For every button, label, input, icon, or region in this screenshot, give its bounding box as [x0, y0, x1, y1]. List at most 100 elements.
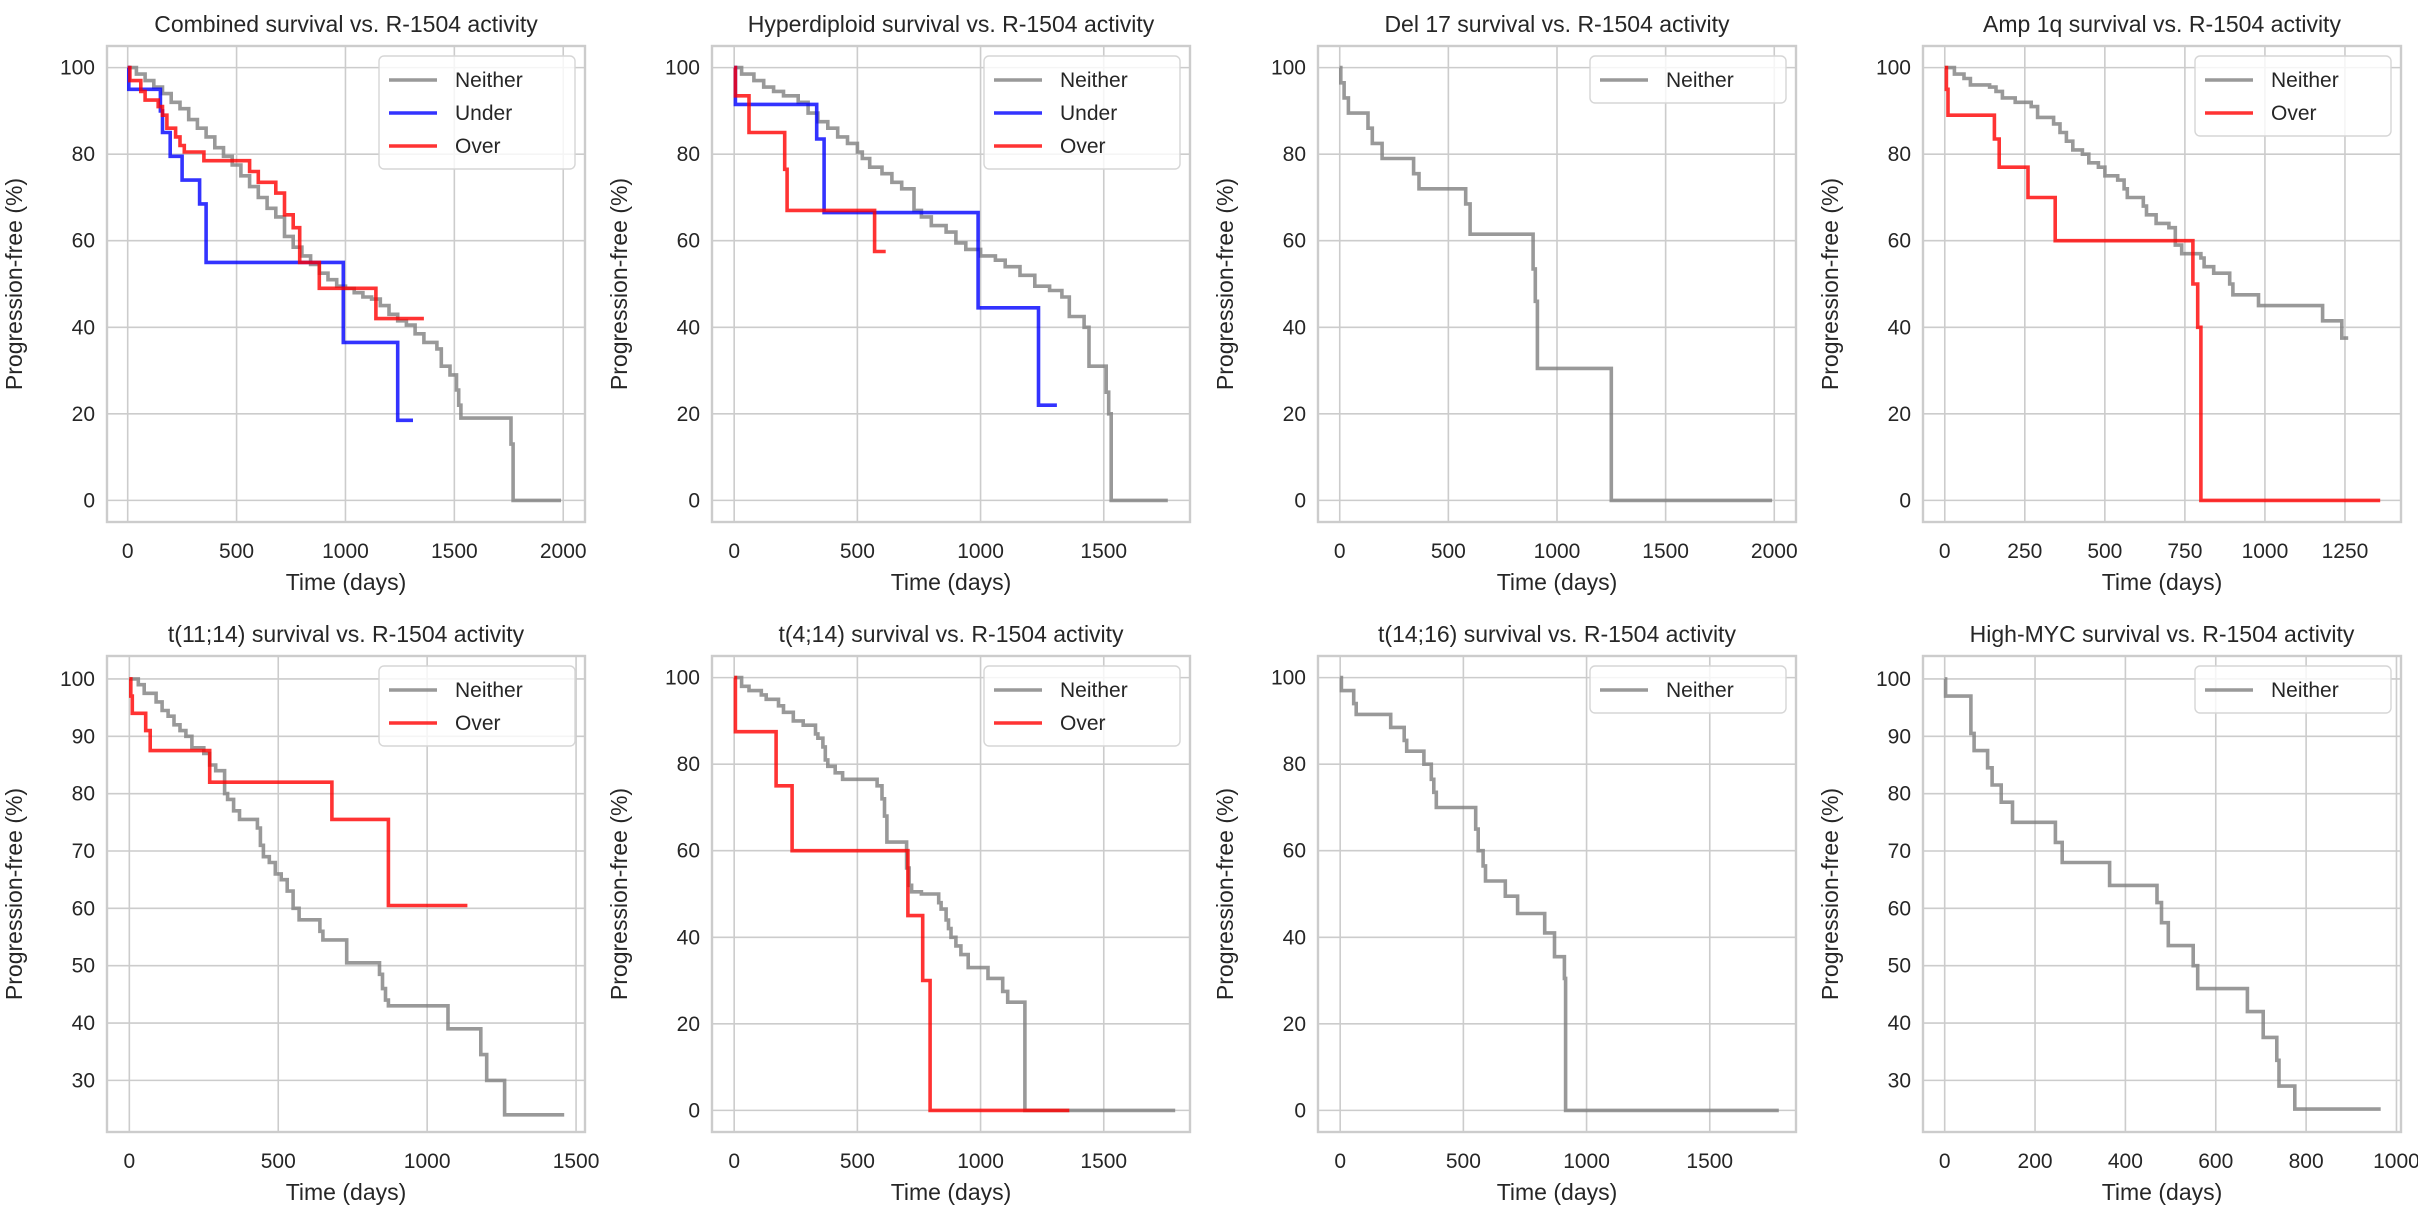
legend-label-over: Over	[455, 712, 501, 735]
x-tick-label: 1500	[1080, 540, 1127, 563]
series-line-neither	[1339, 675, 1779, 1113]
x-tick-label: 0	[728, 1150, 740, 1173]
subplot-t-11-14: t(11;14) survival vs. R-1504 activity 0 50…	[1, 621, 599, 1205]
y-tick-label: 50	[72, 955, 95, 978]
x-tick-label: 600	[2198, 1150, 2233, 1173]
legend-label-over: Over	[2271, 102, 2317, 125]
subplot-amp-1q: Amp 1q survival vs. R-1504 activity 0 250 5…	[1817, 11, 2403, 595]
y-tick-label: 70	[72, 840, 95, 863]
legend-label-neither: Neither	[1060, 679, 1128, 702]
legend-label-neither: Neither	[2271, 69, 2339, 92]
y-tick-label: 20	[72, 403, 95, 426]
y-tick-label: 30	[1888, 1069, 1911, 1092]
subplot-combined: Combined survival vs. R-1504 activity 0 50…	[1, 11, 587, 595]
axes-frame	[105, 44, 587, 524]
x-axis-label: Time (days)	[286, 1179, 407, 1205]
y-tick-label: 40	[1283, 316, 1306, 339]
x-axis-label: Time (days)	[891, 1179, 1012, 1205]
y-axis-label: Progression-free (%)	[606, 178, 632, 390]
series-line-neither	[129, 677, 565, 1117]
legend-label-neither: Neither	[1666, 69, 1734, 92]
y-tick-label: 100	[1876, 668, 1911, 691]
legend-label-neither: Neither	[1060, 69, 1128, 92]
legend-box	[983, 665, 1181, 747]
y-tick-label: 80	[1888, 783, 1911, 806]
x-tick-label: 0	[1334, 540, 1346, 563]
legend-label-neither: Neither	[1666, 679, 1734, 702]
x-tick-label: 1000	[2373, 1150, 2418, 1173]
axes-frame	[1921, 44, 2403, 524]
y-tick-label: 80	[677, 753, 700, 776]
x-tick-label: 500	[261, 1150, 296, 1173]
subplot-title: High-MYC survival vs. R-1504 activity	[1970, 621, 2355, 647]
y-axis-label: Progression-free (%)	[1212, 178, 1238, 390]
y-axis-label: Progression-free (%)	[1, 178, 27, 390]
x-tick-label: 0	[1334, 1150, 1346, 1173]
y-tick-label: 40	[72, 316, 95, 339]
y-axis-label: Progression-free (%)	[606, 788, 632, 1000]
series-line-over	[733, 65, 886, 254]
y-tick-label: 20	[677, 403, 700, 426]
y-tick-label: 80	[1888, 143, 1911, 166]
x-tick-label: 250	[2007, 540, 2042, 563]
x-axis-label: Time (days)	[891, 569, 1012, 595]
y-tick-label: 60	[677, 230, 700, 253]
x-axis-label: Time (days)	[1497, 1179, 1618, 1205]
y-tick-label: 60	[1283, 230, 1306, 253]
x-axis-label: Time (days)	[1497, 569, 1618, 595]
subplot-high-myc: High-MYC survival vs. R-1504 activity 0 20…	[1817, 621, 2418, 1205]
axes-frame	[1316, 654, 1798, 1134]
series-line-over	[733, 675, 1070, 1113]
legend-box	[378, 55, 576, 170]
series-line-under	[127, 65, 413, 423]
legend-box	[378, 665, 576, 747]
x-tick-label: 500	[1446, 1150, 1481, 1173]
series-line-neither	[1944, 65, 2349, 340]
x-tick-label: 1000	[404, 1150, 451, 1173]
subplot-title: t(11;14) survival vs. R-1504 activity	[168, 621, 525, 647]
x-tick-label: 1000	[1534, 540, 1581, 563]
y-tick-label: 0	[83, 489, 95, 512]
x-tick-label: 500	[840, 1150, 875, 1173]
x-tick-label: 500	[840, 540, 875, 563]
series-line-under	[733, 65, 1057, 407]
x-tick-label: 750	[2167, 540, 2202, 563]
x-tick-label: 500	[219, 540, 254, 563]
x-tick-label: 0	[122, 540, 134, 563]
legend: Neither	[2194, 665, 2392, 714]
y-tick-label: 20	[1283, 1013, 1306, 1036]
y-tick-label: 40	[1888, 1012, 1911, 1035]
y-tick-label: 30	[72, 1069, 95, 1092]
axes-frame	[1316, 44, 1798, 524]
x-tick-label: 2000	[540, 540, 587, 563]
x-tick-label: 500	[1431, 540, 1466, 563]
y-tick-label: 60	[72, 897, 95, 920]
y-tick-label: 0	[1899, 489, 1911, 512]
series-line-neither	[734, 65, 1168, 503]
y-tick-label: 60	[677, 840, 700, 863]
series-line-over	[129, 677, 468, 908]
y-tick-label: 60	[1888, 230, 1911, 253]
legend-label-over: Over	[1060, 135, 1106, 158]
subplot-title: t(14;16) survival vs. R-1504 activity	[1378, 621, 1736, 647]
legend-label-under: Under	[455, 102, 512, 125]
y-tick-label: 40	[1283, 926, 1306, 949]
x-tick-label: 1500	[1080, 1150, 1127, 1173]
legend-box	[2194, 665, 2392, 714]
y-tick-label: 40	[677, 926, 700, 949]
x-tick-label: 1000	[1563, 1150, 1610, 1173]
x-tick-label: 0	[1939, 540, 1951, 563]
x-tick-label: 1500	[553, 1150, 600, 1173]
y-tick-label: 80	[677, 143, 700, 166]
axes-frame	[1921, 654, 2403, 1134]
y-tick-label: 0	[688, 1099, 700, 1122]
legend-box	[1589, 55, 1787, 104]
legend: Neither	[1589, 665, 1787, 714]
legend-label-neither: Neither	[455, 679, 523, 702]
legend-box	[1589, 665, 1787, 714]
subplot-del-17: Del 17 survival vs. R-1504 activity 0 500 1…	[1212, 11, 1798, 595]
x-tick-label: 0	[123, 1150, 135, 1173]
x-tick-label: 800	[2289, 1150, 2324, 1173]
axes-frame	[105, 654, 587, 1134]
